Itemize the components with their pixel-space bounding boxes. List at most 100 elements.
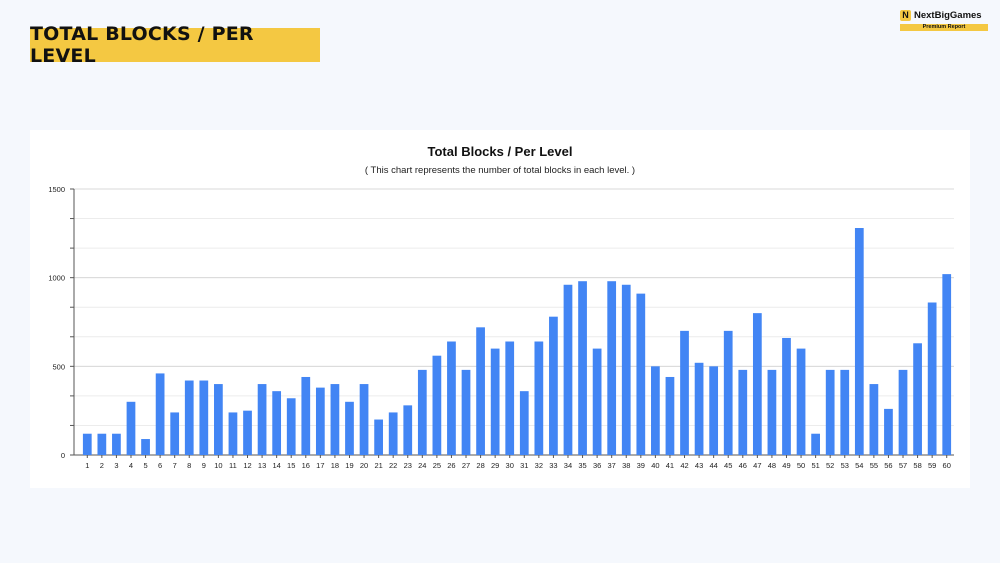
brand-logo: N NextBigGames Premium Report xyxy=(900,8,988,31)
bar xyxy=(767,369,777,455)
x-tick-label: 34 xyxy=(564,461,572,470)
x-tick-label: 26 xyxy=(447,461,455,470)
x-tick-label: 29 xyxy=(491,461,499,470)
bar xyxy=(942,274,952,455)
x-tick-label: 3 xyxy=(114,461,118,470)
x-tick-label: 22 xyxy=(389,461,397,470)
bar xyxy=(607,281,617,455)
bar xyxy=(636,293,646,455)
x-tick-label: 37 xyxy=(608,461,616,470)
x-tick-label: 14 xyxy=(272,461,280,470)
bar xyxy=(432,355,442,455)
bar xyxy=(549,316,558,455)
bar xyxy=(257,384,267,455)
bar xyxy=(709,366,719,455)
bar xyxy=(272,391,282,455)
x-tick-label: 31 xyxy=(520,461,528,470)
bar xyxy=(476,327,485,455)
y-tick-label: 1000 xyxy=(48,274,65,283)
bar xyxy=(723,330,733,455)
chart-title: Total Blocks / Per Level xyxy=(428,144,573,159)
x-tick-label: 45 xyxy=(724,461,732,470)
x-tick-label: 17 xyxy=(316,461,324,470)
bar xyxy=(840,369,850,455)
x-tick-label: 9 xyxy=(202,461,206,470)
x-tick-label: 27 xyxy=(462,461,470,470)
bar xyxy=(534,341,544,455)
x-tick-label: 1 xyxy=(85,461,89,470)
brand-tagline: Premium Report xyxy=(900,24,988,31)
bar xyxy=(680,330,689,455)
bar xyxy=(621,284,631,455)
x-tick-label: 46 xyxy=(739,461,747,470)
x-tick-label: 52 xyxy=(826,461,834,470)
bar xyxy=(155,373,165,455)
x-tick-label: 16 xyxy=(302,461,310,470)
x-tick-label: 42 xyxy=(680,461,688,470)
x-tick-label: 60 xyxy=(943,461,951,470)
x-tick-label: 23 xyxy=(404,461,412,470)
bar xyxy=(913,343,922,455)
x-tick-label: 36 xyxy=(593,461,601,470)
bar xyxy=(869,384,879,455)
x-tick-labels: 1 2 3 4 5 6 7 8 9 10 11 12 13 14 15 16 17 18 19 20 21 22 23 24 2… xyxy=(85,461,951,470)
bar xyxy=(330,384,340,455)
x-tick-label: 4 xyxy=(129,461,133,470)
x-tick-label: 10 xyxy=(214,461,222,470)
bar xyxy=(854,228,864,455)
bar xyxy=(578,281,587,455)
bar xyxy=(811,433,820,455)
bar xyxy=(519,391,529,455)
x-tick-label: 15 xyxy=(287,461,295,470)
brand-mark-icon: N xyxy=(900,9,911,21)
bar xyxy=(141,439,150,455)
bar xyxy=(228,412,238,455)
bar xyxy=(694,362,704,455)
bar xyxy=(97,433,107,455)
bar xyxy=(461,369,471,455)
y-tick-label: 500 xyxy=(52,362,65,371)
page-title: TOTAL BLOCKS / PER LEVEL xyxy=(30,23,320,67)
x-tick-label: 11 xyxy=(229,461,237,470)
bar xyxy=(170,412,180,455)
bar xyxy=(592,348,602,455)
x-tick-label: 12 xyxy=(243,461,251,470)
x-tick-label: 47 xyxy=(753,461,761,470)
x-tick-label: 6 xyxy=(158,461,162,470)
x-tick-label: 32 xyxy=(535,461,543,470)
x-tick-label: 58 xyxy=(913,461,921,470)
bar xyxy=(345,401,354,455)
bar xyxy=(126,401,136,455)
y-tick-label: 1500 xyxy=(48,185,65,194)
bar xyxy=(403,405,413,455)
x-tick-label: 7 xyxy=(173,461,177,470)
bar xyxy=(927,302,937,455)
x-tick-label: 13 xyxy=(258,461,266,470)
y-tick-labels: 0 500 1000 1500 xyxy=(48,185,65,460)
chart-card: Total Blocks / Per Level ( This chart re… xyxy=(30,130,970,488)
x-tick-label: 19 xyxy=(345,461,353,470)
x-tick-label: 59 xyxy=(928,461,936,470)
bar xyxy=(490,348,500,455)
bar xyxy=(651,366,660,455)
brand-name: NextBigGames xyxy=(914,9,982,21)
x-tick-label: 25 xyxy=(433,461,441,470)
x-tick-label: 38 xyxy=(622,461,630,470)
bar-chart: Total Blocks / Per Level ( This chart re… xyxy=(48,144,954,470)
x-tick-label: 33 xyxy=(549,461,557,470)
x-tick-label: 39 xyxy=(637,461,645,470)
bar xyxy=(374,419,383,455)
x-tick-label: 21 xyxy=(374,461,382,470)
bar xyxy=(796,348,806,455)
bar xyxy=(665,376,675,455)
bar xyxy=(315,387,325,455)
x-tick-label: 49 xyxy=(782,461,790,470)
x-tick-label: 44 xyxy=(709,461,717,470)
bar xyxy=(184,380,194,455)
x-tick-label: 54 xyxy=(855,461,863,470)
x-tick-label: 5 xyxy=(143,461,147,470)
x-tick-label: 35 xyxy=(578,461,586,470)
bar xyxy=(752,313,762,455)
x-tick-label: 20 xyxy=(360,461,368,470)
bar xyxy=(286,398,296,455)
